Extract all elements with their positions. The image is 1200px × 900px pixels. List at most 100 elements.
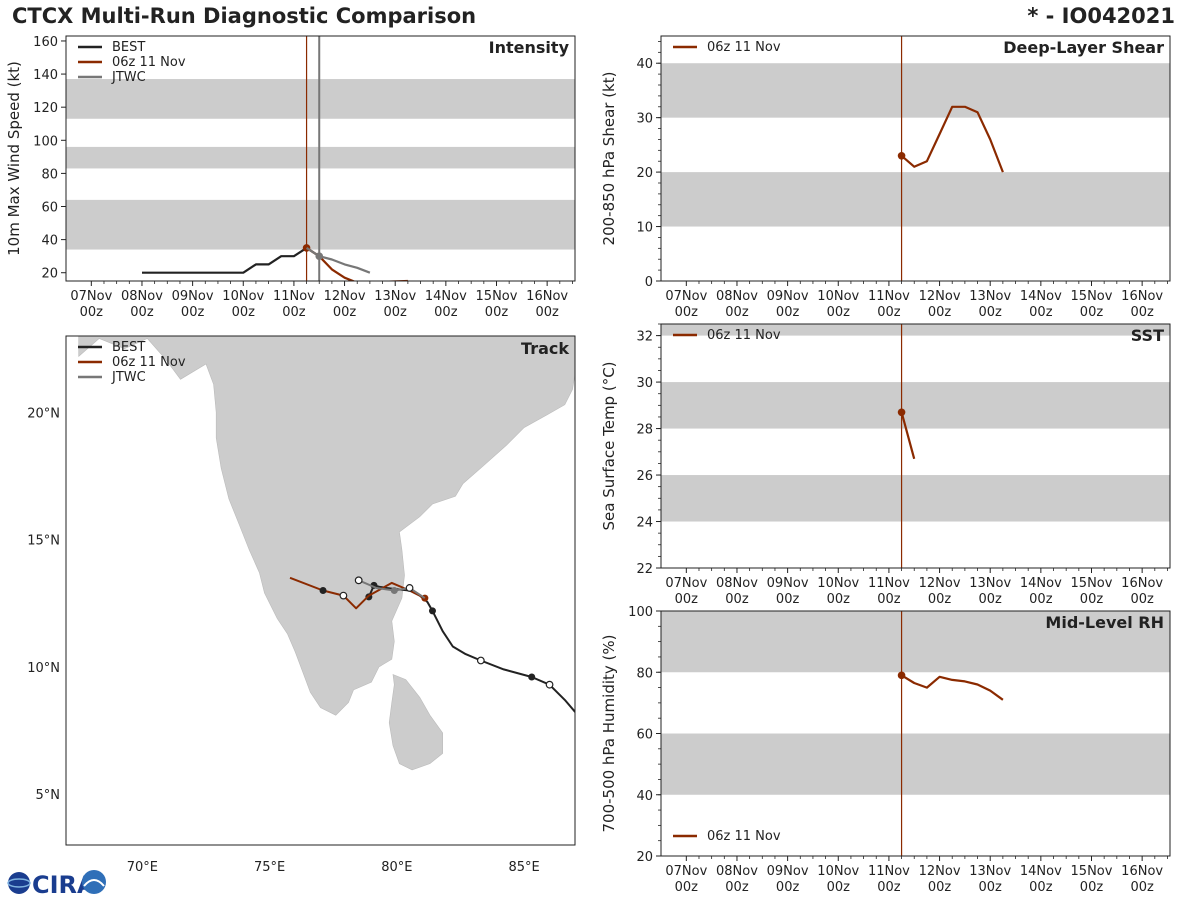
panel-title: Intensity (489, 38, 570, 57)
x-tick-label-hour: 00z (725, 305, 749, 320)
x-tick-label-hour: 00z (675, 305, 699, 320)
y-tick-label: 24 (636, 516, 653, 531)
x-tick-label-date: 11Nov (273, 289, 315, 304)
x-tick-label-hour: 00z (1130, 305, 1154, 320)
y-tick-label: 140 (33, 68, 58, 83)
figure-title: CTCX Multi-Run Diagnostic Comparison (12, 4, 477, 28)
latitude-label: 15°N (27, 534, 60, 549)
series-line-best (142, 246, 320, 274)
land-sri-lanka (388, 674, 444, 771)
panel-intensity: 2040608010012014016007Nov00z08Nov00z09No… (5, 35, 576, 320)
x-tick-label-date: 15Nov (1071, 576, 1113, 591)
x-tick-label-date: 13Nov (969, 864, 1011, 879)
x-tick-label-hour: 00z (979, 880, 1003, 895)
y-tick-label: 22 (636, 562, 653, 577)
legend-label-run: 06z 11 Nov (707, 328, 781, 343)
x-tick-label-date: 16Nov (1121, 864, 1163, 879)
x-tick-label-hour: 00z (1029, 592, 1053, 607)
x-tick-label-hour: 00z (675, 880, 699, 895)
legend-label-best: BEST (112, 340, 145, 355)
track-point-filled-best (528, 673, 536, 681)
longitude-label: 80°E (381, 860, 412, 875)
y-tick-label: 30 (636, 376, 653, 391)
x-tick-label-date: 12Nov (919, 576, 961, 591)
x-tick-label-hour: 00z (485, 305, 509, 320)
plot-area-rh (661, 611, 1170, 856)
x-tick-label-date: 14Nov (1020, 289, 1062, 304)
x-tick-label-date: 07Nov (665, 864, 707, 879)
x-tick-label-hour: 00z (877, 880, 901, 895)
y-tick-label: 20 (636, 850, 653, 865)
x-tick-label-hour: 00z (181, 305, 205, 320)
x-tick-label-date: 16Nov (526, 289, 568, 304)
x-tick-label-date: 14Nov (1020, 576, 1062, 591)
panel-frame (660, 323, 1171, 569)
track-point-open-best (476, 656, 485, 665)
x-tick-label-hour: 00z (282, 305, 306, 320)
x-tick-label-date: 16Nov (1121, 576, 1163, 591)
shaded-band (66, 199, 575, 250)
panel-frame (65, 335, 576, 846)
x-tick-label-date: 08Nov (121, 289, 163, 304)
x-tick-label-hour: 00z (776, 592, 800, 607)
x-tick-label-date: 14Nov (425, 289, 467, 304)
y-tick-label: 60 (636, 728, 653, 743)
y-tick-label: 32 (636, 330, 653, 345)
x-tick-label-hour: 00z (979, 592, 1003, 607)
legend-label-run: 06z 11 Nov (112, 55, 186, 70)
panel-title: Track (521, 339, 569, 358)
series-marker-jtwc (315, 252, 324, 260)
agency-seal-icon (82, 870, 106, 894)
series-line-run (305, 246, 408, 281)
x-tick-label-date: 10Nov (817, 576, 859, 591)
x-tick-label-hour: 00z (827, 592, 851, 607)
panel-title: Deep-Layer Shear (1003, 38, 1164, 57)
x-tick-label-date: 09Nov (767, 576, 809, 591)
x-tick-label-date: 10Nov (222, 289, 264, 304)
shaded-band (66, 79, 575, 119)
series-line-run (900, 412, 916, 460)
panel-track: 70°E 75°E 80°E 85°E 5°N 10°N 15°N 20°N Track BEST… (27, 335, 576, 875)
x-tick-label-hour: 00z (1130, 592, 1154, 607)
x-tick-label-date: 15Nov (476, 289, 518, 304)
legend-label-run: 06z 11 Nov (707, 829, 781, 844)
x-tick-label-date: 07Nov (70, 289, 112, 304)
x-tick-label-hour: 00z (725, 880, 749, 895)
panel-sst: 22242628303207Nov00z08Nov00z09Nov00z10No… (600, 323, 1171, 607)
series-line-run (900, 105, 1004, 173)
panel-shear: 01020304007Nov00z08Nov00z09Nov00z10Nov00… (600, 35, 1171, 320)
x-tick-label-date: 09Nov (767, 864, 809, 879)
x-tick-label-date: 07Nov (665, 576, 707, 591)
plot-area-intensity (66, 36, 575, 281)
track-point-open-jtwc (405, 584, 414, 592)
y-axis-label: 10m Max Wind Speed (kt) (5, 61, 23, 256)
y-tick-label: 40 (636, 57, 653, 72)
x-tick-label-date: 10Nov (817, 864, 859, 879)
series-line-jtwc (305, 246, 371, 274)
x-tick-label-date: 08Nov (716, 576, 758, 591)
series-marker-run (897, 671, 906, 680)
x-tick-label-date: 09Nov (767, 289, 809, 304)
x-tick-label-date: 13Nov (969, 289, 1011, 304)
x-tick-label-date: 12Nov (919, 289, 961, 304)
x-tick-label-date: 08Nov (716, 864, 758, 879)
x-tick-label-hour: 00z (1080, 305, 1104, 320)
x-tick-label-hour: 00z (776, 305, 800, 320)
y-tick-label: 26 (636, 469, 653, 484)
y-tick-label: 100 (33, 134, 58, 149)
y-axis-label: Sea Surface Temp (°C) (600, 361, 618, 530)
track-point-open-best (545, 680, 554, 689)
x-tick-label-hour: 00z (928, 880, 952, 895)
x-tick-label-date: 08Nov (716, 289, 758, 304)
x-tick-label-hour: 00z (1029, 305, 1053, 320)
shaded-band (661, 63, 1170, 118)
shaded-band (661, 382, 1170, 429)
x-tick-label-date: 14Nov (1020, 864, 1062, 879)
panel-frame (660, 35, 1171, 282)
x-tick-label-hour: 00z (1080, 880, 1104, 895)
x-tick-label-date: 13Nov (374, 289, 416, 304)
globe-icon (8, 872, 30, 894)
shaded-band (661, 172, 1170, 227)
x-tick-label-hour: 00z (535, 305, 559, 320)
shaded-band (66, 146, 575, 169)
